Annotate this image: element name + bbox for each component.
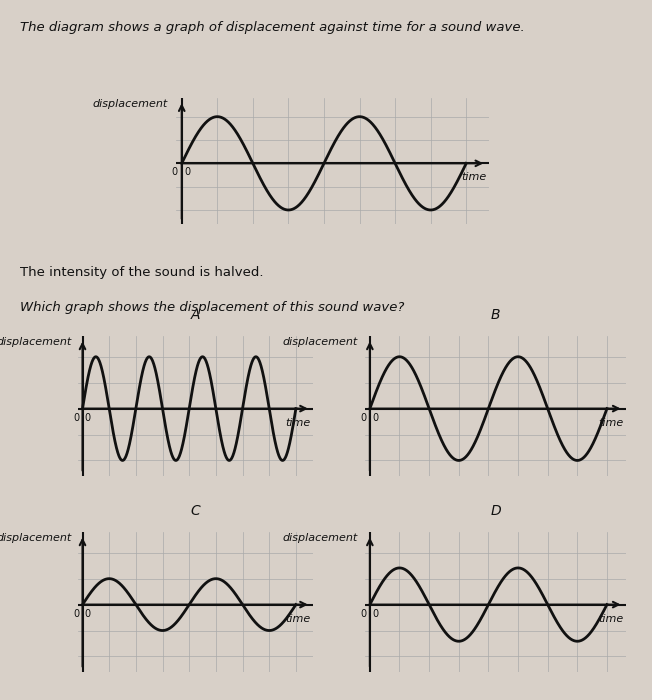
Text: time: time	[599, 418, 623, 428]
Text: displacement: displacement	[283, 337, 358, 347]
Text: The diagram shows a graph of displacement against time for a sound wave.: The diagram shows a graph of displacemen…	[20, 21, 524, 34]
Text: 0: 0	[360, 413, 366, 423]
Text: 0: 0	[85, 413, 91, 423]
Text: time: time	[286, 418, 311, 428]
Text: 0: 0	[185, 167, 190, 177]
Text: 0: 0	[73, 609, 80, 619]
Text: The intensity of the sound is halved.: The intensity of the sound is halved.	[20, 266, 263, 279]
Text: time: time	[461, 172, 486, 182]
Text: 0: 0	[360, 609, 366, 619]
Text: A: A	[191, 308, 200, 322]
Text: 0: 0	[85, 609, 91, 619]
Text: B: B	[491, 308, 500, 322]
Text: 0: 0	[73, 413, 80, 423]
Text: 0: 0	[171, 167, 177, 177]
Text: displacement: displacement	[0, 533, 72, 543]
Text: Which graph shows the displacement of this sound wave?: Which graph shows the displacement of th…	[20, 301, 404, 314]
Text: displacement: displacement	[92, 99, 168, 109]
Text: time: time	[286, 614, 311, 624]
Text: displacement: displacement	[283, 533, 358, 543]
Text: C: C	[191, 504, 200, 518]
Text: time: time	[599, 614, 623, 624]
Text: 0: 0	[372, 609, 378, 619]
Text: 0: 0	[372, 413, 378, 423]
Text: displacement: displacement	[0, 337, 72, 347]
Text: D: D	[490, 504, 501, 518]
